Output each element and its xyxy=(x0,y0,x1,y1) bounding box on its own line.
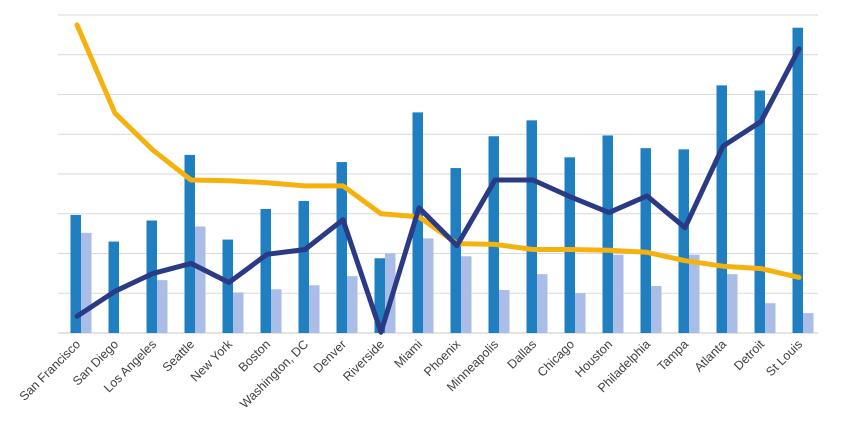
x-tick-label: San Francisco xyxy=(17,337,83,403)
bar-series-1-15 xyxy=(640,148,651,333)
bar-series-1-12 xyxy=(526,120,537,334)
x-tick-label: St Louis xyxy=(763,337,805,379)
bar-series-1-7 xyxy=(336,162,347,333)
x-tick-label: Dallas xyxy=(505,337,539,371)
x-tick-label: Miami xyxy=(392,337,425,370)
x-tick-label: Tampa xyxy=(655,337,691,373)
bar-series-2-16 xyxy=(689,254,700,333)
x-tick-label: Chicago xyxy=(535,337,577,379)
bar-series-1-14 xyxy=(602,135,613,333)
bar-series-2-18 xyxy=(765,303,776,333)
bar-series-1-10 xyxy=(450,168,461,333)
bar-series-2-12 xyxy=(537,274,548,333)
bar-series-1-1 xyxy=(108,241,119,333)
bar-series-2-9 xyxy=(423,238,434,333)
bar-series-2-6 xyxy=(309,285,320,333)
bar-series-1-5 xyxy=(260,208,271,333)
bar-series-2-11 xyxy=(499,290,510,333)
x-tick-label: Washington, DC xyxy=(237,337,311,411)
bar-series-1-11 xyxy=(488,136,499,333)
bar-series-2-10 xyxy=(461,256,472,333)
bar-series-2-7 xyxy=(347,276,358,333)
bar-series-1-0 xyxy=(70,214,81,333)
line-series-2 xyxy=(74,46,802,335)
bar-series-1-13 xyxy=(564,157,575,333)
bar-series-1-4 xyxy=(222,239,233,333)
bar-series-1-2 xyxy=(146,220,157,333)
bar-series-2-2 xyxy=(157,280,168,333)
bar-series-2-8 xyxy=(385,253,396,333)
bar-series-1-17 xyxy=(716,85,727,333)
x-tick-label: Detroit xyxy=(731,337,767,373)
bar-series-1-8 xyxy=(374,258,385,333)
x-tick-label: New York xyxy=(188,337,236,385)
bar-series-2-19 xyxy=(803,313,814,333)
bar-series xyxy=(70,27,814,334)
bar-series-2-4 xyxy=(233,292,244,333)
x-tick-label: Riverside xyxy=(340,337,387,384)
bar-series-2-5 xyxy=(271,289,282,333)
bar-series-2-17 xyxy=(727,274,738,333)
gridlines xyxy=(58,14,818,334)
x-tick-label: Boston xyxy=(236,337,273,374)
bar-series-1-6 xyxy=(298,201,309,333)
line-series xyxy=(74,22,802,335)
bar-series-1-16 xyxy=(678,149,689,333)
x-tick-label: Seattle xyxy=(160,337,197,374)
bar-series-2-15 xyxy=(651,286,662,333)
bar-series-2-14 xyxy=(613,254,624,333)
line-series-1 xyxy=(74,22,802,280)
x-tick-label: Atlanta xyxy=(692,337,729,374)
bar-series-2-3 xyxy=(195,226,206,333)
bar-series-1-9 xyxy=(412,112,423,333)
bar-series-1-3 xyxy=(184,154,195,333)
bar-series-1-18 xyxy=(754,90,765,334)
bar-series-2-0 xyxy=(81,232,92,333)
bar-series-1-19 xyxy=(792,27,803,333)
bar-series-2-13 xyxy=(575,293,586,333)
